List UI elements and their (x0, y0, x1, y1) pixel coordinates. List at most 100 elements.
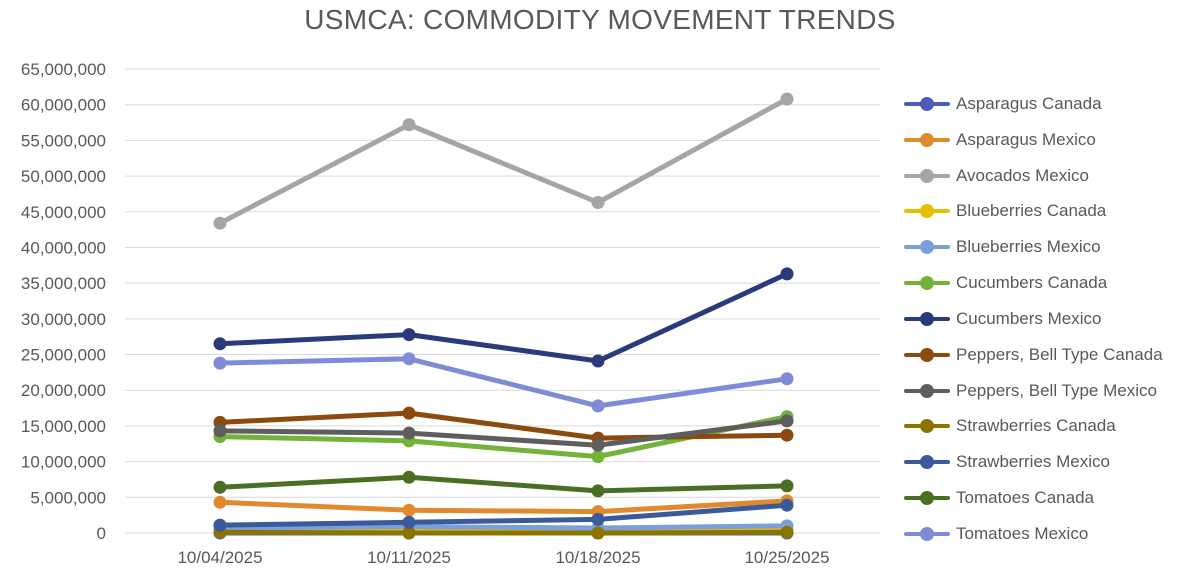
series-2 (213, 92, 794, 230)
series-line (217, 529, 790, 536)
legend-label: Strawberries Canada (956, 416, 1116, 436)
series-line (217, 523, 790, 531)
series-line (217, 410, 790, 441)
data-point (213, 356, 227, 370)
legend-label: Strawberries Mexico (956, 452, 1110, 472)
data-point (402, 503, 416, 517)
legend-marker (904, 166, 950, 186)
data-point (402, 426, 416, 440)
legend-marker (904, 345, 950, 365)
legend-label: Peppers, Bell Type Mexico (956, 380, 1157, 400)
legend-entry: Avocados Mexico (904, 158, 1200, 194)
data-point (591, 354, 605, 368)
y-tick-label: 65,000,000 (21, 60, 106, 79)
legend-marker (904, 488, 950, 508)
series-12 (213, 352, 794, 413)
data-point (780, 372, 794, 386)
legend-entry: Blueberries Mexico (904, 229, 1200, 265)
y-tick-label: 30,000,000 (21, 310, 106, 329)
series-line (217, 502, 790, 528)
series-line (217, 356, 790, 409)
series-line (217, 418, 790, 448)
legend: Asparagus Canada Asparagus Mexico Avocados… (904, 86, 1200, 552)
series-lines (213, 92, 794, 540)
legend-entry: Peppers, Bell Type Mexico (904, 373, 1200, 409)
x-axis-ticks: 10/04/2025 10/11/2025 10/18/2025 10/25/2025 (177, 548, 829, 567)
series-1 (213, 494, 794, 519)
data-point (213, 337, 227, 351)
gridlines (125, 68, 880, 534)
series-8 (213, 414, 794, 452)
x-tick-label: 10/25/2025 (744, 548, 829, 567)
y-tick-label: 55,000,000 (21, 131, 106, 150)
legend-label: Tomatoes Mexico (956, 523, 1089, 543)
y-tick-label: 60,000,000 (21, 96, 106, 115)
data-point (402, 470, 416, 484)
series-line (217, 271, 790, 364)
y-tick-label: 50,000,000 (21, 167, 106, 186)
y-tick-label: 10,000,000 (21, 453, 106, 472)
y-tick-label: 5,000,000 (30, 488, 106, 507)
legend-marker (904, 94, 950, 114)
y-tick-label: 20,000,000 (21, 381, 106, 400)
series-line (217, 96, 790, 226)
data-point (402, 526, 416, 540)
chart-title: USMCA: COMMODITY MOVEMENT TRENDS (304, 4, 896, 35)
legend-label: Peppers, Bell Type Canada (956, 344, 1163, 364)
data-point (213, 216, 227, 230)
legend-label: Cucumbers Canada (956, 273, 1108, 293)
legend-marker (904, 130, 950, 150)
plot-area: 0 5,000,000 10,000,000 15,000,000 20,000,000… (21, 60, 880, 567)
data-point (591, 196, 605, 209)
y-tick-label: 0 (97, 524, 106, 543)
data-point (780, 498, 794, 512)
y-tick-label: 40,000,000 (21, 238, 106, 257)
data-point (402, 406, 416, 420)
legend-entry: Asparagus Mexico (904, 122, 1200, 158)
data-point (402, 328, 416, 342)
data-point (591, 512, 605, 526)
legend-entry: Strawberries Canada (904, 408, 1200, 444)
data-point (213, 424, 227, 438)
legend-label: Asparagus Canada (956, 93, 1102, 113)
legend-entry: Tomatoes Mexico (904, 516, 1200, 552)
data-point (780, 525, 794, 539)
data-point (591, 399, 605, 413)
data-point (213, 495, 227, 509)
legend-label: Blueberries Mexico (956, 237, 1101, 257)
data-point (780, 267, 794, 281)
legend-entry: Strawberries Mexico (904, 444, 1200, 480)
series-6 (213, 267, 794, 368)
series-11 (213, 470, 794, 498)
legend-marker (904, 452, 950, 472)
series-10 (213, 498, 794, 532)
series-line (217, 498, 790, 515)
data-point (780, 428, 794, 442)
series-line (217, 474, 790, 494)
legend-marker (904, 237, 950, 257)
legend-marker (904, 416, 950, 436)
data-point (213, 518, 227, 532)
legend-label: Tomatoes Canada (956, 488, 1094, 508)
data-point (780, 479, 794, 493)
data-point (402, 118, 416, 132)
data-point (591, 438, 605, 452)
legend-marker (904, 309, 950, 329)
legend-entry: Peppers, Bell Type Canada (904, 337, 1200, 373)
y-tick-label: 45,000,000 (21, 203, 106, 222)
x-tick-label: 10/04/2025 (177, 548, 262, 567)
legend-entry: Cucumbers Mexico (904, 301, 1200, 337)
series-9 (213, 525, 794, 540)
x-tick-label: 10/11/2025 (367, 548, 451, 567)
legend-marker (904, 201, 950, 221)
data-point (402, 352, 416, 366)
y-tick-label: 15,000,000 (21, 417, 106, 436)
legend-label: Cucumbers Mexico (956, 308, 1102, 328)
legend-entry: Blueberries Canada (904, 193, 1200, 229)
data-point (213, 480, 227, 494)
y-tick-label: 25,000,000 (21, 346, 106, 365)
legend-label: Blueberries Canada (956, 201, 1107, 221)
y-axis-ticks: 0 5,000,000 10,000,000 15,000,000 20,000,000… (21, 60, 106, 543)
legend-marker (904, 381, 950, 401)
data-point (780, 92, 794, 106)
